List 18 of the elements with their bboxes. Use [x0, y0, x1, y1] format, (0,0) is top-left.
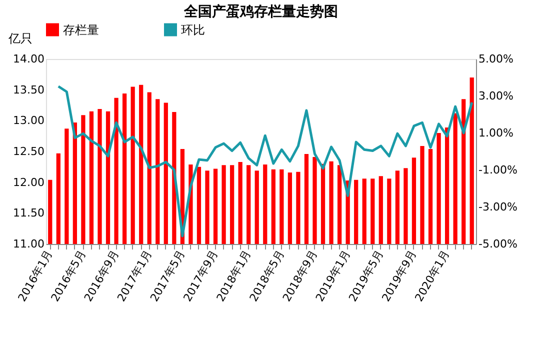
y2-tick-label: -5.00%: [478, 238, 518, 250]
legend-label: 环比: [181, 22, 205, 37]
y2-tick-label: -1.00%: [478, 164, 518, 176]
y2-tick-label: -3.00%: [478, 200, 518, 214]
y-tick-label: 12.50: [13, 145, 44, 158]
y-tick-label: 12.00: [13, 176, 44, 189]
y-tick-label: 13.50: [13, 83, 44, 96]
y2-tick-label: 3.00%: [478, 90, 514, 102]
y2-tick-label: 1.00%: [478, 126, 514, 140]
y-tick-label: 14.00: [13, 52, 44, 66]
y2-tick-label: 5.00%: [478, 52, 514, 66]
y-tick-label: 11.50: [13, 206, 44, 220]
y-tick-label: 11.00: [13, 238, 44, 250]
y-tick-label: 13.00: [13, 114, 44, 128]
legend-label: 存栏量: [63, 22, 99, 37]
chart-title: 全国产蛋鸡存栏量走势图: [183, 3, 338, 20]
y-axis-title: 亿只: [8, 32, 32, 46]
line-series: [57, 85, 474, 238]
